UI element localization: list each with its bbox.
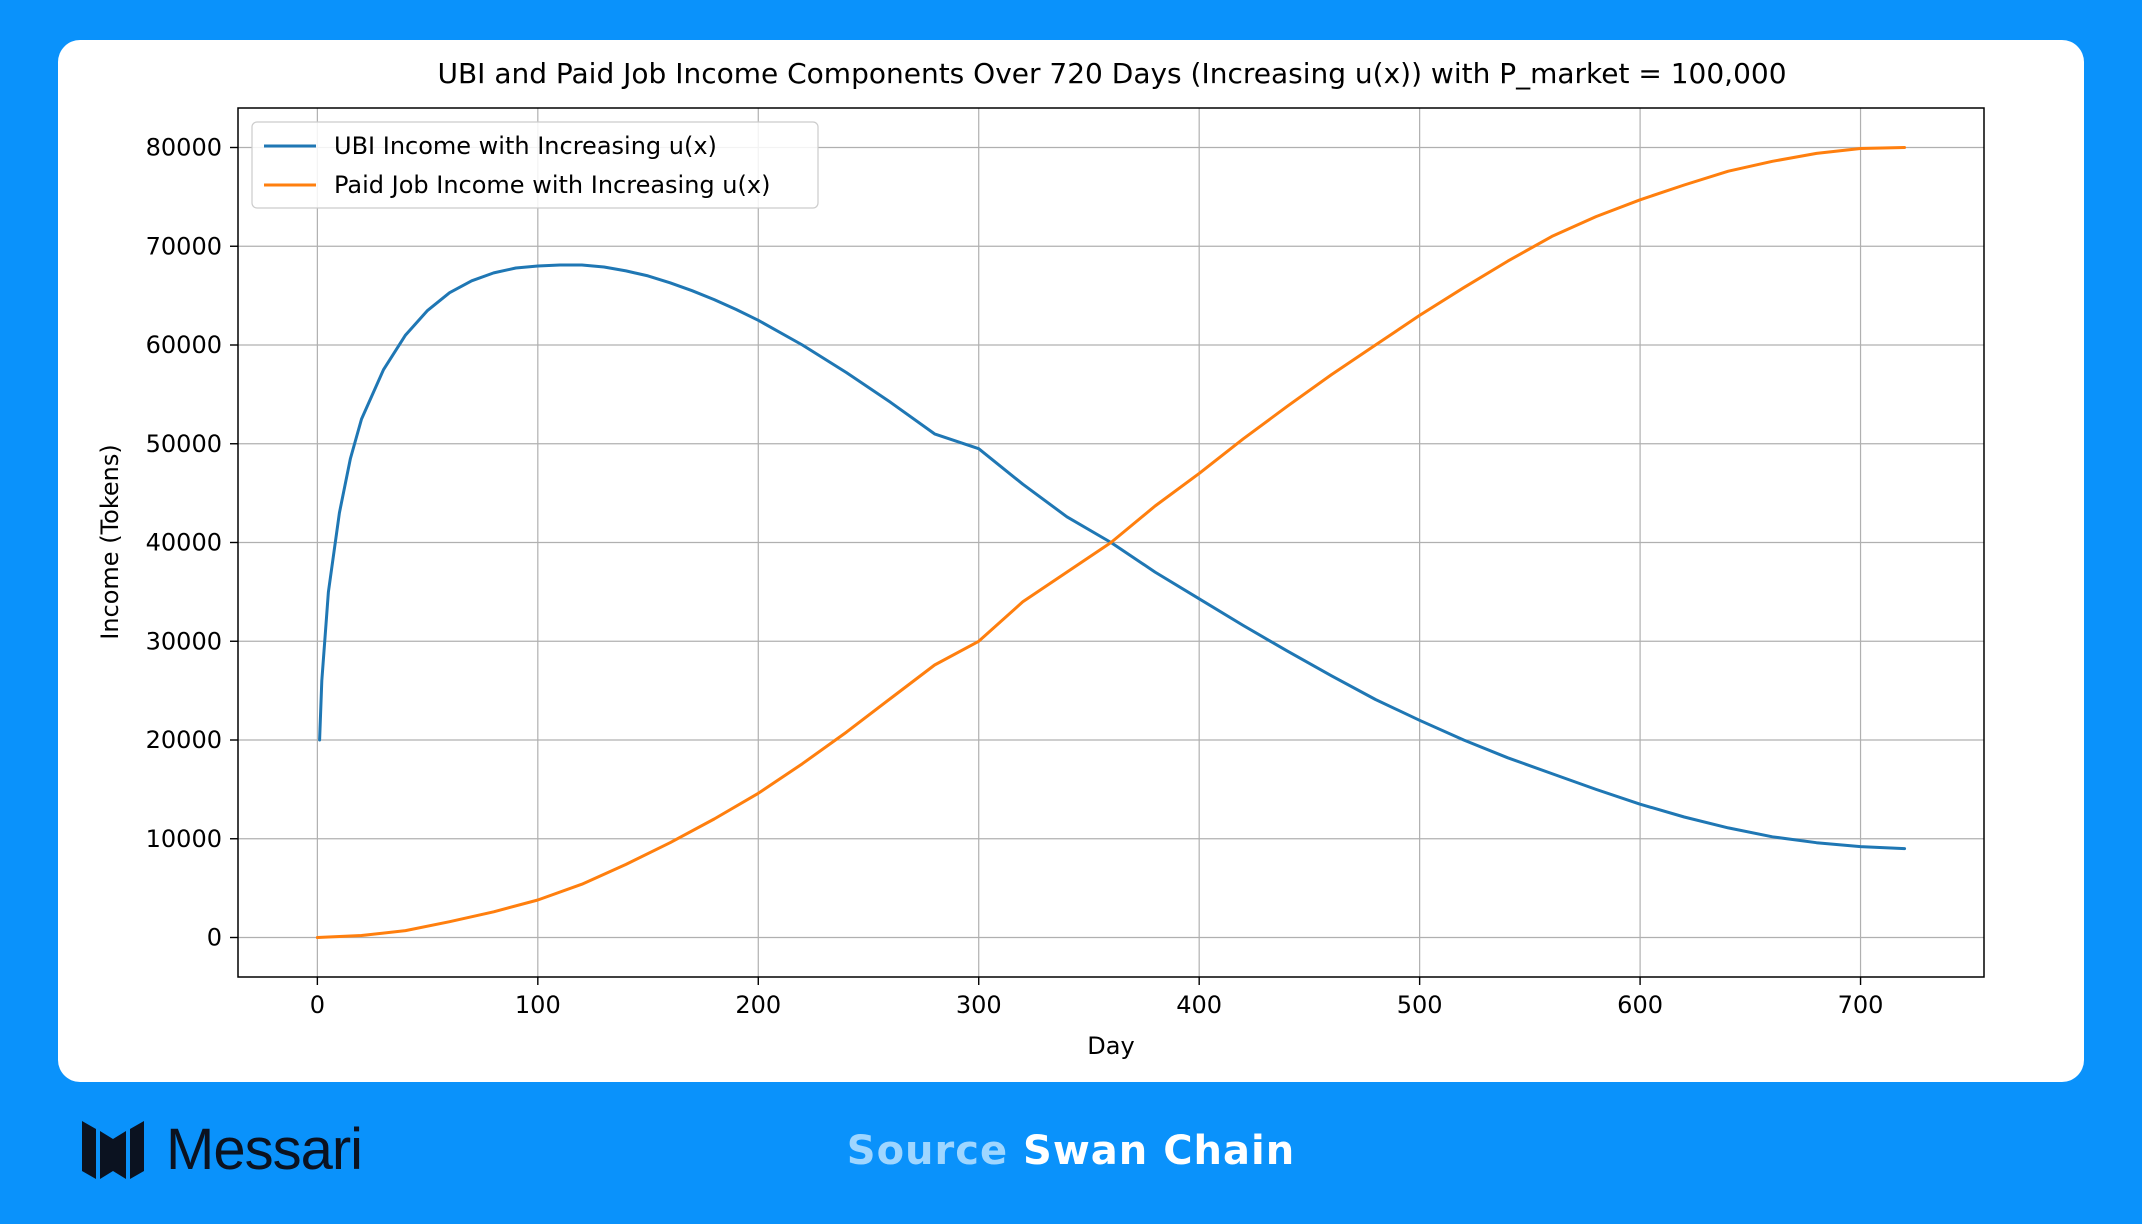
source-label: Source: [846, 1128, 1009, 1174]
y-tick-label: 50000: [146, 430, 222, 458]
source-value: Swan Chain: [1023, 1128, 1296, 1174]
y-tick-label: 60000: [146, 331, 222, 359]
source-credit: Source Swan Chain: [0, 1128, 2142, 1174]
y-tick-label: 40000: [146, 529, 222, 557]
x-axis-label: Day: [1087, 1032, 1134, 1060]
x-tick-label: 300: [956, 991, 1002, 1019]
y-tick-label: 70000: [146, 232, 222, 260]
x-tick-label: 400: [1176, 991, 1222, 1019]
x-tick-label: 0: [310, 991, 325, 1019]
chart-title: UBI and Paid Job Income Components Over …: [437, 57, 1786, 90]
messari-logo: Messari: [82, 1117, 363, 1182]
x-tick-label: 600: [1617, 991, 1663, 1019]
y-tick-label: 80000: [146, 134, 222, 162]
legend-label: UBI Income with Increasing u(x): [334, 132, 717, 160]
chart-card: UBI and Paid Job Income Components Over …: [58, 40, 2084, 1082]
y-axis-label: Income (Tokens): [96, 444, 124, 639]
x-tick-label: 700: [1838, 991, 1884, 1019]
series-layer: [315, 146, 1907, 939]
x-tick-label: 100: [515, 991, 561, 1019]
series-ubi-line: [318, 263, 1907, 851]
messari-m-icon: [82, 1121, 144, 1179]
y-tick-label: 0: [207, 924, 222, 952]
legend-box: [251, 121, 819, 209]
line-chart: UBI and Paid Job Income Components Over …: [96, 57, 1985, 1060]
y-tick-label: 20000: [146, 726, 222, 754]
y-tick-label: 30000: [146, 627, 222, 655]
messari-wordmark: Messari: [166, 1117, 363, 1182]
series-paid-job-line: [315, 146, 1907, 939]
legend: UBI Income with Increasing u(x) Paid Job …: [251, 121, 819, 209]
axis-ticks: 0 100 200 300 400 500 600 700 0 10000 20000 30000 40…: [146, 134, 1884, 1020]
x-tick-label: 200: [735, 991, 781, 1019]
x-tick-label: 500: [1397, 991, 1443, 1019]
y-tick-label: 10000: [146, 825, 222, 853]
legend-label: Paid Job Income with Increasing u(x): [334, 171, 770, 199]
